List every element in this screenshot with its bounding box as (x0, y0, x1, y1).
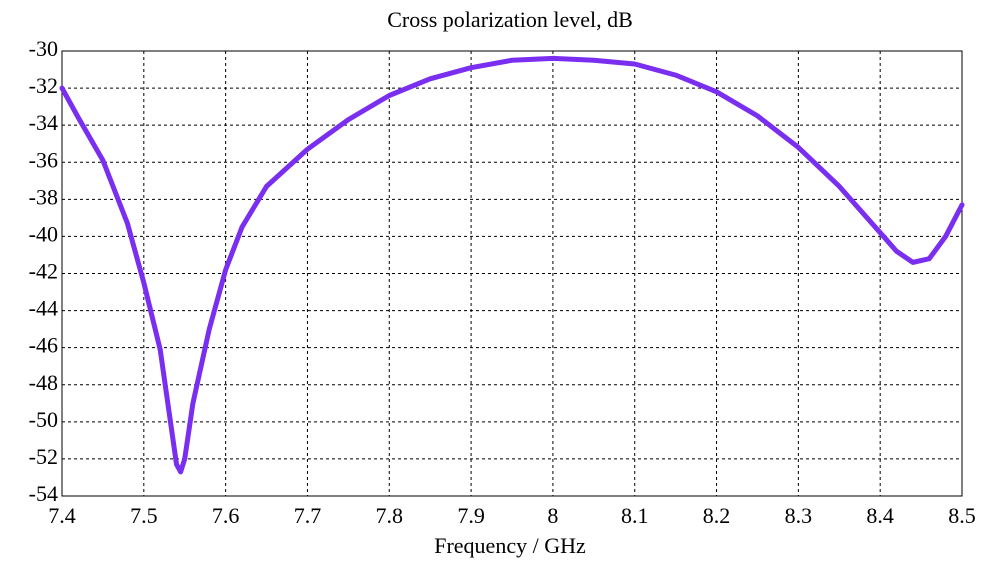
y-tick-label: -40 (29, 221, 58, 246)
y-tick-label: -46 (29, 333, 58, 358)
y-tick-label: -44 (29, 296, 58, 321)
y-tick-label: -48 (29, 370, 58, 395)
y-tick-label: -30 (29, 36, 58, 61)
data-line (59, 55, 965, 475)
chart-title: Cross polarization level, dB (387, 7, 633, 32)
y-tick-label: -50 (29, 407, 58, 432)
x-tick-label: 8.4 (866, 503, 894, 528)
y-tick-label: -42 (29, 259, 58, 284)
y-tick-label: -34 (29, 110, 58, 135)
x-tick-label: 8.5 (948, 503, 976, 528)
y-tick-label: -52 (29, 444, 58, 469)
y-tick-label: -32 (29, 73, 58, 98)
x-tick-label: 7.5 (130, 503, 158, 528)
x-tick-label: 7.4 (48, 503, 76, 528)
y-tick-label: -38 (29, 184, 58, 209)
x-tick-label: 7.9 (457, 503, 485, 528)
x-tick-label: 8.3 (785, 503, 813, 528)
x-tick-label: 8 (547, 503, 558, 528)
y-tick-label: -54 (29, 481, 58, 506)
x-tick-label: 7.7 (294, 503, 322, 528)
x-tick-label: 7.8 (376, 503, 404, 528)
x-tick-label: 8.2 (703, 503, 731, 528)
plot-frame (61, 50, 963, 497)
y-tick-label: -36 (29, 147, 58, 172)
x-axis-label: Frequency / GHz (434, 533, 586, 558)
x-tick-label: 8.1 (621, 503, 649, 528)
x-tick-label: 7.6 (212, 503, 240, 528)
